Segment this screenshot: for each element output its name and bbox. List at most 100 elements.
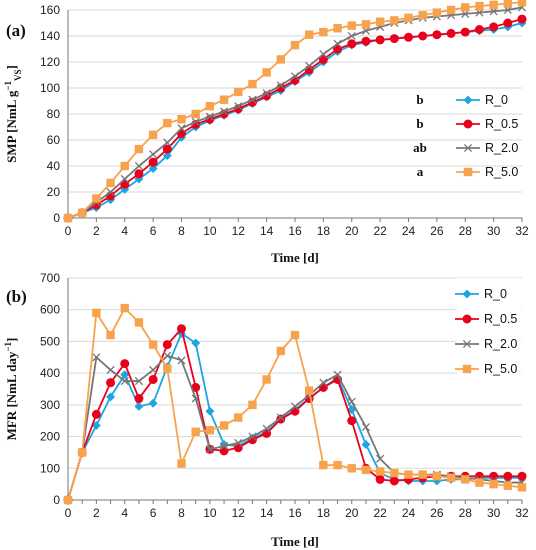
data-point-R_5.0: [219, 95, 229, 104]
y-tick-label: 0: [53, 493, 60, 507]
data-point-R_0.5: [333, 44, 343, 54]
y-tick-label: 60: [47, 133, 61, 147]
data-point-R_5.0: [347, 464, 356, 473]
data-point-R_0.5: [276, 414, 286, 424]
y-axis-title-main: SMP [NmL g: [4, 90, 19, 163]
data-point-R_2.0: [262, 424, 271, 433]
data-point-R_2.0-b: [262, 89, 271, 98]
data-point-R_2.0: [191, 117, 200, 126]
legend-label-R_5.0: R_5.0: [485, 165, 518, 179]
data-point-R_2.0: [92, 353, 101, 362]
legend-marker-R_0: [463, 95, 473, 105]
x-tick-label: 0: [65, 224, 72, 238]
x-tick-label: 30: [487, 506, 501, 520]
data-point-R_2.0-b: [361, 422, 370, 432]
panel-label: (a): [6, 21, 26, 40]
data-point-R_5.0: [333, 460, 342, 470]
y-axis-title-main: MFR [NmL day: [4, 351, 19, 440]
data-point-R_5.0: [432, 472, 442, 481]
data-point-R_2.0-b: [191, 117, 200, 126]
x-tick-label: 6: [150, 224, 157, 238]
significance-label-R_5.0: a: [417, 164, 424, 179]
data-point-R_2.0-b: [205, 445, 214, 454]
data-point-R_2.0: [347, 31, 356, 41]
x-tick-label: 8: [178, 224, 185, 238]
data-point-R_2.0-b: [120, 377, 129, 386]
legend-marker-R_2.0-b: [463, 143, 473, 153]
legend: R_0 R_0.5 R_2.0 R_5.0: [455, 278, 521, 382]
x-tick-label: 32: [515, 224, 529, 238]
data-point-R_0: [205, 406, 215, 416]
y-tick-label: 600: [40, 303, 60, 317]
data-point-R_2.0-b: [347, 31, 356, 41]
y-tick-label: 0: [53, 211, 60, 225]
x-tick-label: 6: [150, 506, 157, 520]
data-point-R_2.0-b: [106, 365, 115, 375]
legend-marker-R_2.0: [462, 339, 472, 349]
x-tick-label: 8: [178, 506, 185, 520]
data-point-R_0.5: [375, 35, 385, 45]
legend-label-R_0.5: R_0.5: [485, 117, 518, 131]
x-tick-label: 10: [203, 224, 217, 238]
legend-label-R_0: R_0: [484, 287, 507, 301]
y-tick-label: 700: [40, 271, 60, 285]
data-point-R_0.5: [389, 34, 399, 44]
data-point-R_2.0-b: [106, 187, 115, 197]
x-tick-label: 0: [65, 506, 72, 520]
data-point-R_2.0-b: [262, 424, 271, 433]
data-point-R_2.0: [120, 174, 129, 184]
data-point-R_0.5: [148, 157, 158, 167]
data-point-R_5.0: [432, 8, 442, 17]
data-point-R_2.0: [234, 102, 243, 111]
data-point-R_0.5: [177, 324, 186, 334]
x-tick-label: 14: [260, 506, 274, 520]
data-point-R_2.0: [276, 413, 285, 422]
data-point-R_2.0: [319, 378, 328, 387]
data-point-R_5.0: [503, 0, 513, 8]
data-point-R_2.0: [134, 377, 143, 386]
x-tick-label: 2: [93, 224, 100, 238]
data-point-R_2.0: [248, 95, 257, 104]
data-point-R_5.0: [375, 467, 385, 476]
y-tick-label: 200: [40, 430, 60, 444]
legend-marker-R_0.5: [463, 119, 473, 129]
data-point-R_0: [148, 164, 158, 174]
data-point-R_2.0: [347, 397, 356, 406]
data-point-R_5.0: [489, 0, 498, 9]
data-point-R_5.0: [404, 470, 413, 479]
data-point-R_2.0-b: [149, 150, 158, 159]
x-tick-label: 32: [515, 506, 529, 520]
data-point-R_0.5: [418, 31, 428, 41]
legend-label-R_0.5: R_0.5: [484, 312, 517, 326]
x-tick-label: 20: [345, 506, 359, 520]
x-tick-label: 4: [121, 506, 128, 520]
data-point-R_2.0: [220, 442, 229, 451]
x-tick-label: 12: [232, 224, 246, 238]
data-point-R_2.0-b: [120, 174, 129, 184]
data-point-R_2.0: [106, 365, 115, 375]
data-point-R_5.0: [262, 68, 271, 77]
data-point-R_2.0: [262, 89, 271, 98]
data-point-R_2.0-b: [347, 397, 356, 406]
data-point-R_2.0-b: [319, 378, 328, 387]
data-point-R_5.0: [319, 460, 328, 470]
data-point-R_5.0: [418, 11, 427, 20]
data-point-R_0.5: [91, 409, 101, 419]
data-point-R_5.0: [475, 478, 484, 487]
data-point-R_5.0: [361, 465, 371, 475]
data-point-R_2.0-b: [333, 39, 342, 48]
data-point-R_5.0: [276, 55, 286, 64]
data-point-R_5.0: [446, 5, 456, 15]
data-point-R_2.0-b: [248, 95, 257, 104]
data-point-R_2.0-b: [177, 356, 186, 365]
legend-label-R_0: R_0: [485, 93, 508, 107]
data-point-R_0: [361, 439, 371, 450]
data-point-R_2.0-b: [191, 394, 200, 403]
data-point-R_5.0: [77, 208, 87, 217]
data-point-R_0.5: [162, 340, 172, 350]
significance-label-R_0.5: b: [416, 116, 423, 131]
legend-label-R_2.0: R_2.0: [485, 141, 518, 155]
y-axis-title-sup: −1: [3, 341, 13, 351]
